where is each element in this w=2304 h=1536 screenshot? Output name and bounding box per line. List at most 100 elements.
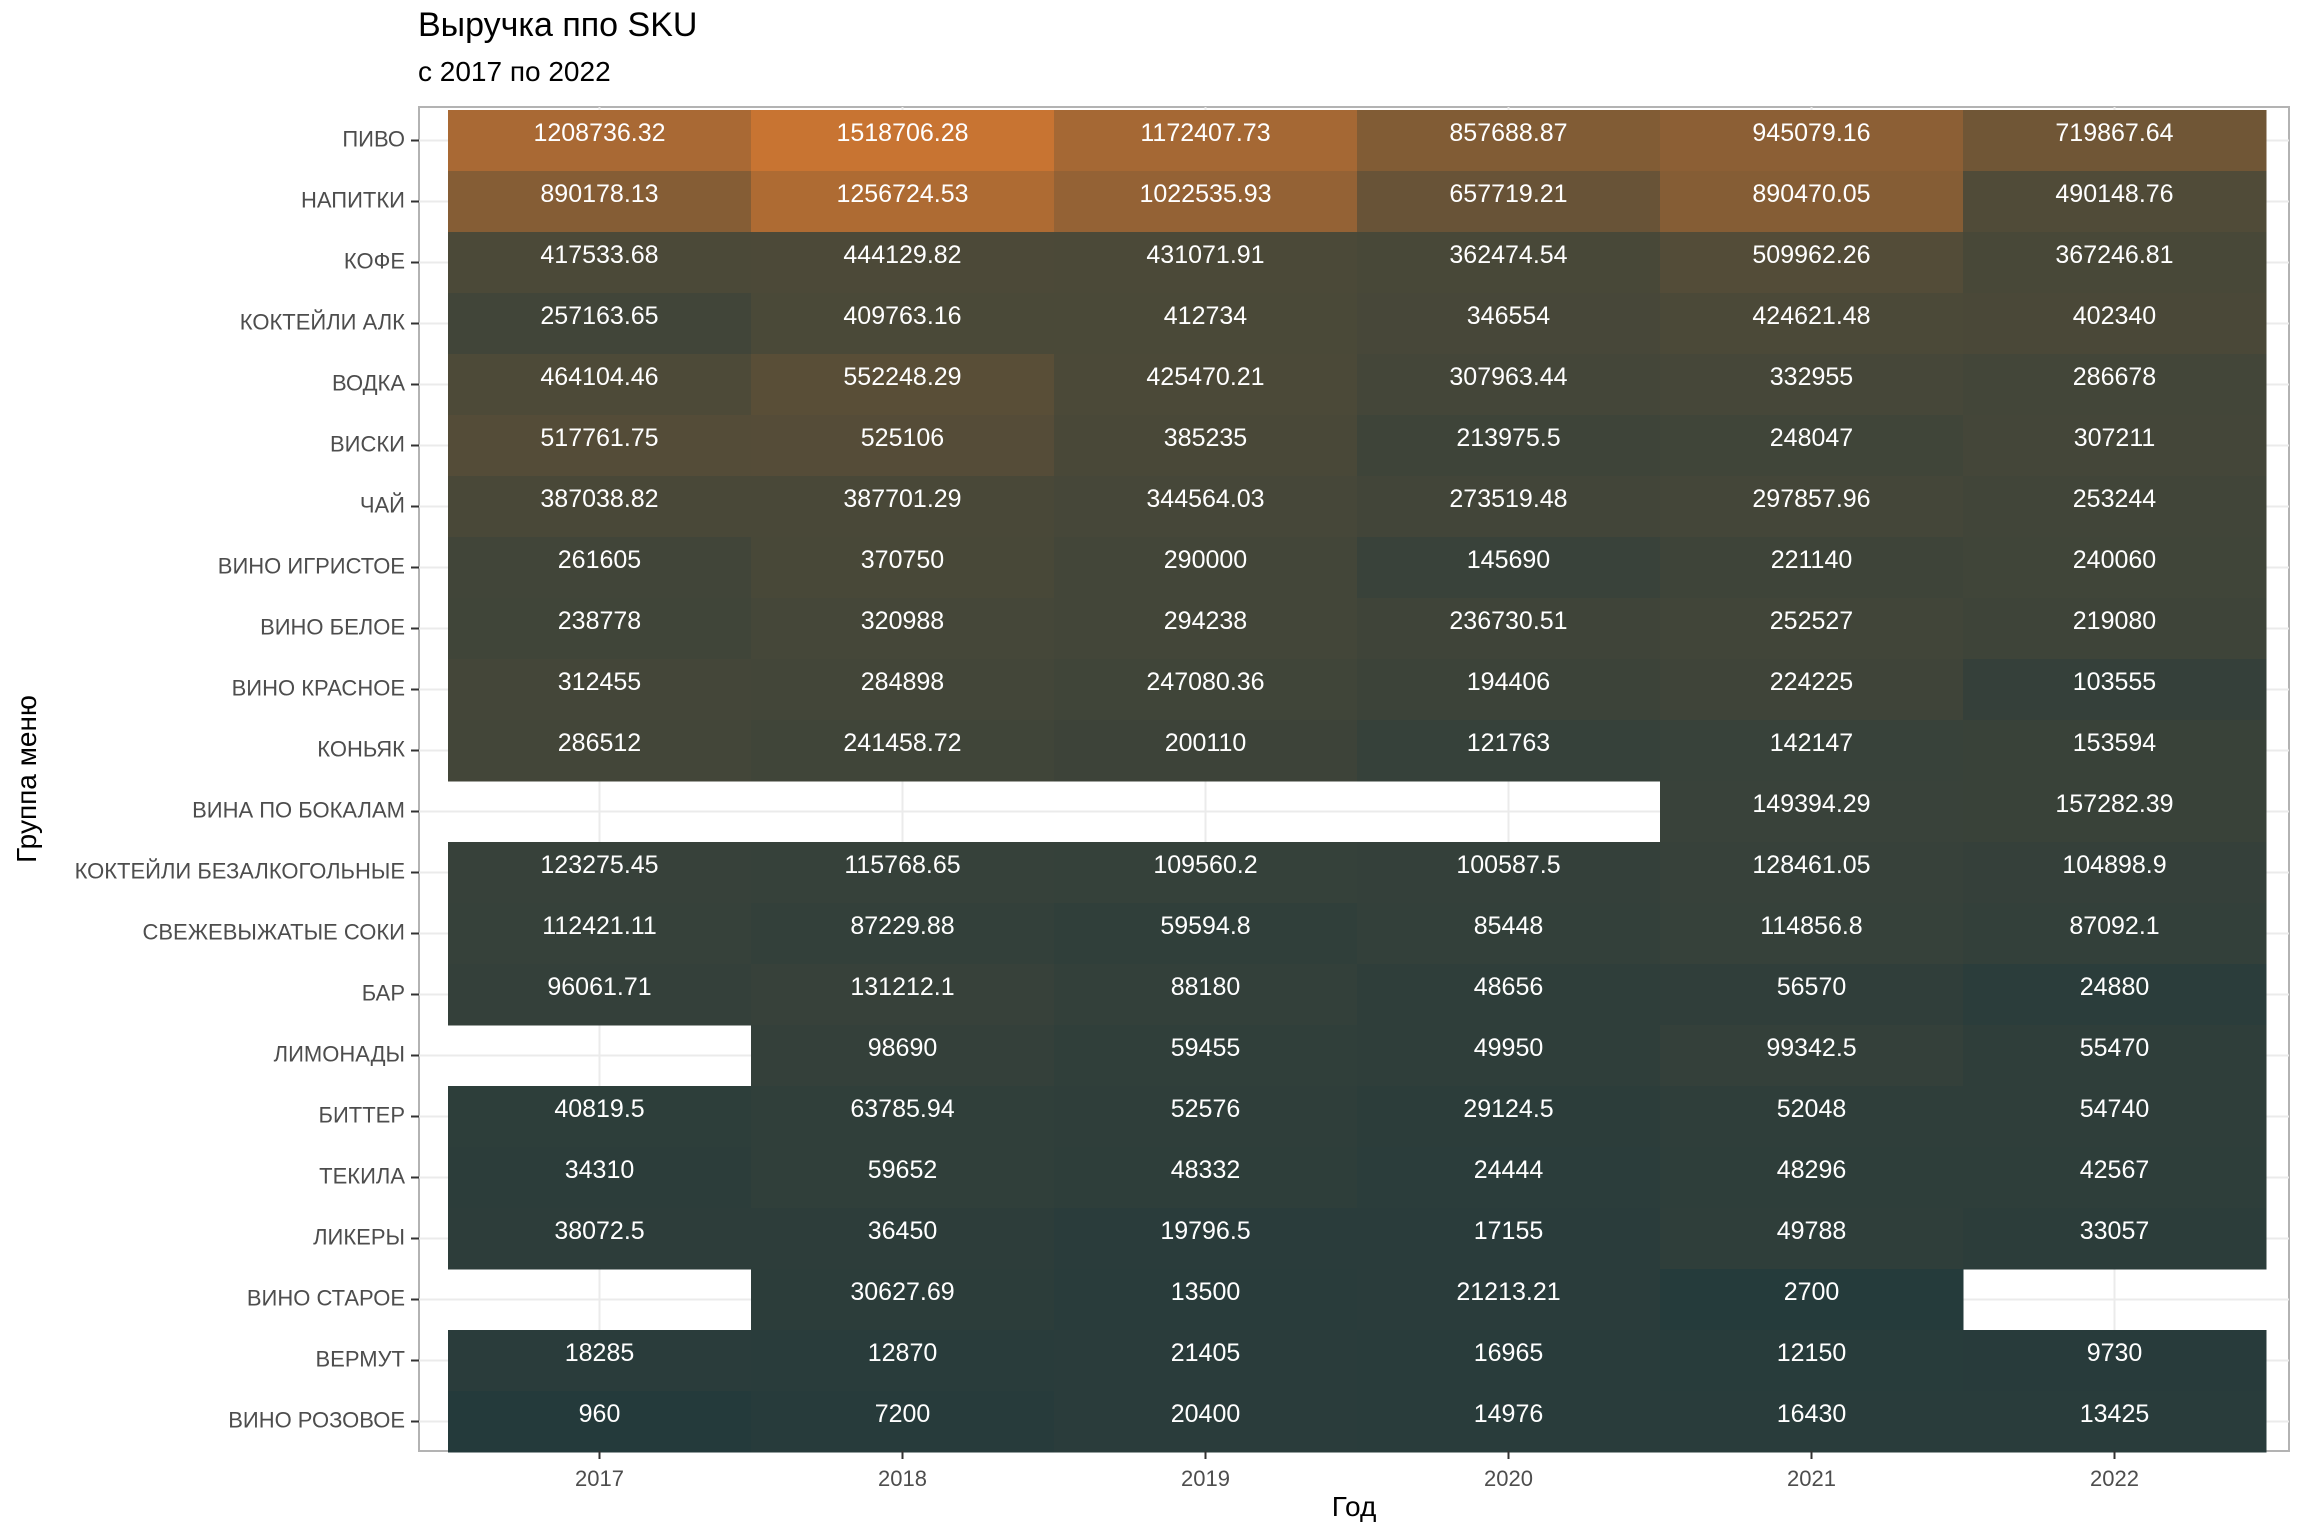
heatmap-cell bbox=[1660, 171, 1964, 233]
heatmap-cell bbox=[448, 415, 752, 477]
heatmap-cell bbox=[448, 720, 752, 782]
y-tick-label: ВИНО БЕЛОЕ bbox=[260, 614, 405, 639]
cell-value-label: 464104.46 bbox=[540, 363, 658, 391]
heatmap-cell bbox=[1357, 720, 1661, 782]
cell-value-label: 128461.05 bbox=[1752, 851, 1870, 879]
y-tick-label: ВИНО КРАСНОЕ bbox=[232, 675, 405, 700]
cell-value-label: 252527 bbox=[1770, 607, 1853, 635]
y-tick-label: ЛИМОНАДЫ bbox=[274, 1041, 405, 1066]
cell-value-label: 219080 bbox=[2073, 607, 2156, 635]
cell-value-label: 52048 bbox=[1777, 1095, 1847, 1123]
heatmap-cell bbox=[448, 1330, 752, 1392]
y-tick-label: ВИНО СТАРОЕ bbox=[247, 1285, 405, 1310]
cell-value-label: 1208736.32 bbox=[533, 119, 665, 147]
heatmap-cell bbox=[1660, 293, 1964, 355]
heatmap-cell bbox=[1054, 1391, 1358, 1453]
heatmap-cell bbox=[751, 720, 1055, 782]
cell-value-label: 657719.21 bbox=[1449, 180, 1567, 208]
heatmap-cell bbox=[448, 964, 752, 1026]
heatmap-cell bbox=[1054, 1208, 1358, 1270]
cell-value-label: 121763 bbox=[1467, 729, 1550, 757]
cell-value-label: 48656 bbox=[1474, 973, 1544, 1001]
cell-value-label: 49788 bbox=[1777, 1217, 1847, 1245]
heatmap-cell bbox=[448, 354, 752, 416]
y-tick-label: КОНЬЯК bbox=[317, 736, 405, 761]
cell-value-label: 417533.68 bbox=[540, 241, 658, 269]
heatmap-cell bbox=[1660, 110, 1964, 172]
heatmap-cell bbox=[448, 293, 752, 355]
cell-value-label: 307211 bbox=[2074, 424, 2156, 452]
y-tick-label: КОКТЕЙЛИ АЛК bbox=[240, 309, 405, 334]
cell-value-label: 55470 bbox=[2080, 1034, 2150, 1062]
cell-value-label: 1172407.73 bbox=[1140, 119, 1270, 147]
heatmap-cell bbox=[1357, 232, 1661, 294]
heatmap-cell bbox=[751, 415, 1055, 477]
heatmap-cell bbox=[751, 842, 1055, 904]
cell-value-label: 21213.21 bbox=[1456, 1278, 1560, 1306]
heatmap-cell bbox=[1357, 1208, 1661, 1270]
cell-value-label: 224225 bbox=[1770, 668, 1853, 696]
y-axis: ПИВО НАПИТКИ КОФЕ КОКТЕЙЛИ АЛК ВОДКА ВИСКИ ЧАЙ… bbox=[75, 126, 419, 1432]
cell-value-label: 29124.5 bbox=[1463, 1095, 1553, 1123]
heatmap-cell bbox=[448, 1147, 752, 1209]
cell-value-label: 1256724.53 bbox=[836, 180, 968, 208]
heatmap-cell bbox=[1357, 598, 1661, 660]
heatmap-cell bbox=[751, 598, 1055, 660]
heatmap-cell bbox=[1963, 110, 2267, 172]
cell-value-label: 370750 bbox=[861, 546, 944, 574]
heatmap-cell bbox=[1054, 659, 1358, 721]
cell-value-label: 157282.39 bbox=[2055, 790, 2173, 818]
cell-value-label: 21405 bbox=[1171, 1339, 1241, 1367]
heatmap-cell bbox=[1357, 903, 1661, 965]
cell-value-label: 2700 bbox=[1784, 1278, 1840, 1306]
heatmap-cell bbox=[751, 964, 1055, 1026]
heatmap-cell bbox=[1357, 1330, 1661, 1392]
heatmap-cell bbox=[1660, 1269, 1964, 1331]
heatmap-cell bbox=[1054, 842, 1358, 904]
y-tick-label: КОКТЕЙЛИ БЕЗАЛКОГОЛЬНЫЕ bbox=[75, 858, 405, 883]
cell-value-label: 38072.5 bbox=[554, 1217, 644, 1245]
heatmap-cell bbox=[448, 1086, 752, 1148]
heatmap-cell bbox=[1660, 354, 1964, 416]
heatmap-cell bbox=[751, 1147, 1055, 1209]
heatmap-cell bbox=[1963, 842, 2267, 904]
heatmap-cell bbox=[448, 1208, 752, 1270]
heatmap-cell bbox=[448, 171, 752, 233]
cell-value-label: 346554 bbox=[1467, 302, 1551, 330]
cell-value-label: 114856.8 bbox=[1760, 912, 1862, 940]
heatmap-cell bbox=[1660, 476, 1964, 538]
cell-value-label: 412734 bbox=[1164, 302, 1248, 330]
cell-value-label: 290000 bbox=[1164, 546, 1247, 574]
heatmap-cell bbox=[1054, 964, 1358, 1026]
cell-value-label: 424621.48 bbox=[1752, 302, 1870, 330]
heatmap-cell bbox=[751, 110, 1055, 172]
heatmap-cell bbox=[1357, 1147, 1661, 1209]
heatmap-cell bbox=[1054, 1269, 1358, 1331]
cell-value-label: 719867.64 bbox=[2055, 119, 2173, 147]
x-tick-label: 2022 bbox=[2090, 1466, 2139, 1491]
cell-value-label: 33057 bbox=[2080, 1217, 2150, 1245]
heatmap-cell bbox=[1357, 537, 1661, 599]
cell-value-label: 87092.1 bbox=[2069, 912, 2159, 940]
cell-value-label: 153594 bbox=[2073, 729, 2157, 757]
x-axis-title: Год bbox=[1332, 1491, 1377, 1522]
cell-value-label: 88180 bbox=[1171, 973, 1241, 1001]
heatmap-cell bbox=[751, 232, 1055, 294]
cell-value-label: 385235 bbox=[1164, 424, 1247, 452]
heatmap-cell bbox=[1357, 415, 1661, 477]
cell-value-label: 109560.2 bbox=[1153, 851, 1257, 879]
cell-value-label: 16965 bbox=[1474, 1339, 1544, 1367]
chart-subtitle: с 2017 по 2022 bbox=[418, 56, 611, 87]
cell-value-label: 320988 bbox=[861, 607, 944, 635]
heatmap-cell bbox=[448, 1391, 752, 1453]
heatmap-cell bbox=[1660, 1391, 1964, 1453]
heatmap-cell bbox=[1357, 171, 1661, 233]
heatmap-cell bbox=[1963, 232, 2267, 294]
heatmap-cell bbox=[751, 476, 1055, 538]
y-tick-label: ПИВО bbox=[342, 126, 405, 151]
cell-value-label: 104898.9 bbox=[2062, 851, 2166, 879]
cell-value-label: 59455 bbox=[1171, 1034, 1241, 1062]
heatmap-cell bbox=[1054, 903, 1358, 965]
y-tick-label: БАР bbox=[362, 980, 405, 1005]
cell-value-label: 1022535.93 bbox=[1139, 180, 1271, 208]
